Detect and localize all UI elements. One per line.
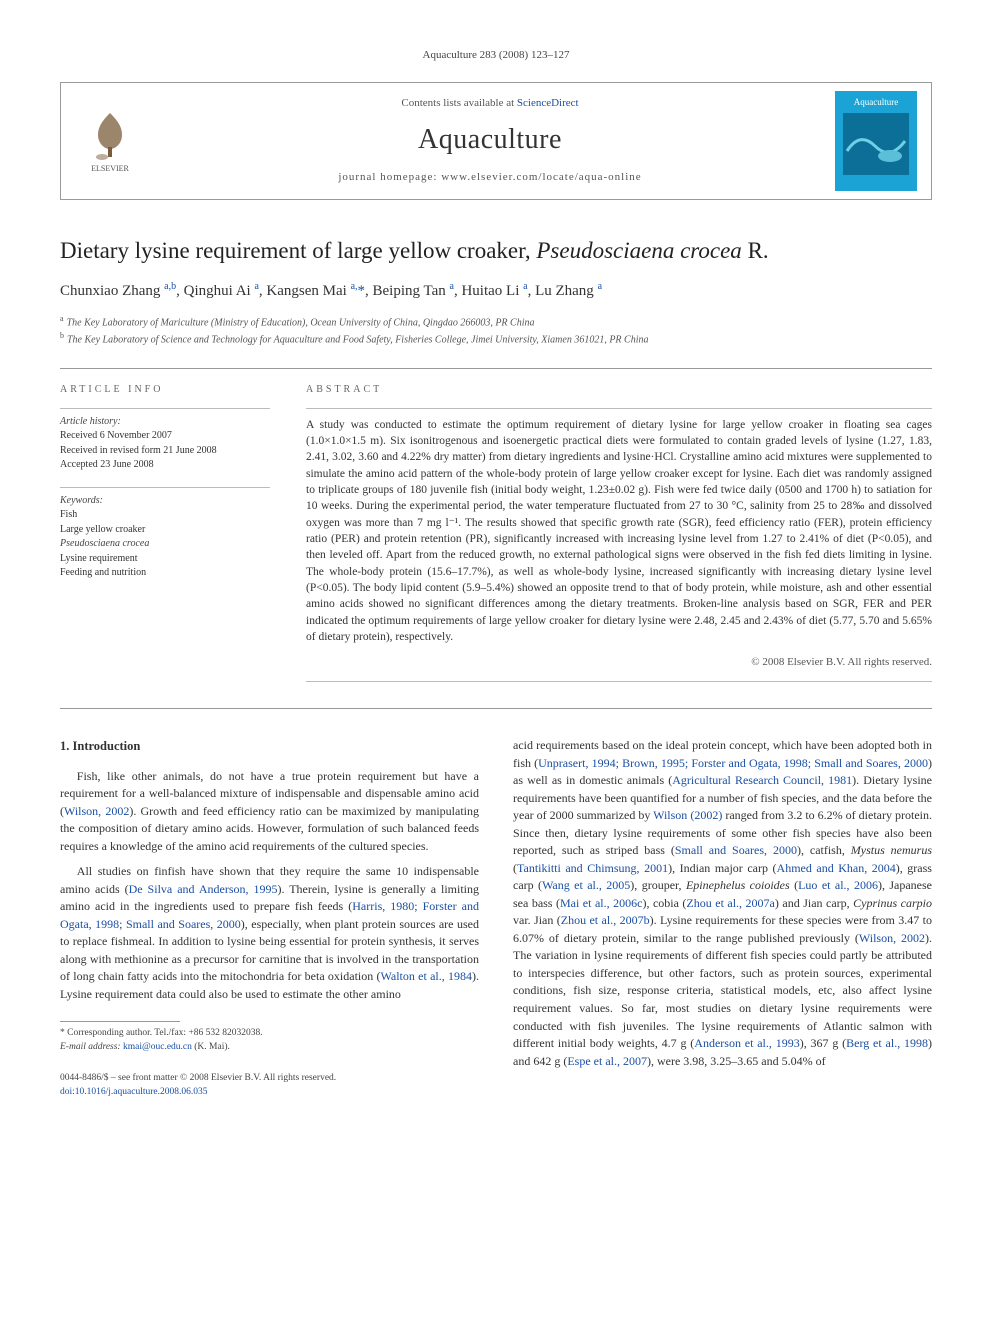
elsevier-logo: ELSEVIER [75, 107, 145, 175]
corresponding-author-footnote: * Corresponding author. Tel./fax: +86 53… [60, 1027, 479, 1054]
email-link[interactable]: kmai@ouc.edu.cn [123, 1042, 192, 1052]
journal-reference: Aquaculture 283 (2008) 123–127 [60, 48, 932, 64]
body-column-left: 1. Introduction Fish, like other animals… [60, 737, 479, 1099]
article-info-column: ARTICLE INFO Article history: Received 6… [60, 383, 270, 682]
journal-homepage: journal homepage: www.elsevier.com/locat… [145, 170, 835, 186]
article-history: Article history: Received 6 November 200… [60, 408, 270, 473]
footnote-divider [60, 1021, 180, 1022]
footer-copyright: 0044-8486/$ – see front matter © 2008 El… [60, 1072, 479, 1100]
abstract-label: ABSTRACT [306, 383, 932, 398]
abstract-text: A study was conducted to estimate the op… [306, 417, 932, 646]
elsevier-tree-icon [82, 107, 138, 163]
contents-line: Contents lists available at ScienceDirec… [145, 96, 835, 112]
body-paragraph: Fish, like other animals, do not have a … [60, 768, 479, 856]
section-heading: 1. Introduction [60, 737, 479, 755]
copyright: © 2008 Elsevier B.V. All rights reserved… [306, 655, 932, 671]
abstract-column: ABSTRACT A study was conducted to estima… [306, 383, 932, 682]
body-column-right: acid requirements based on the ideal pro… [513, 737, 932, 1099]
keywords: Keywords: Fish Large yellow croaker Pseu… [60, 487, 270, 581]
journal-header: ELSEVIER Contents lists available at Sci… [60, 82, 932, 200]
journal-title: Aquaculture [145, 120, 835, 161]
sciencedirect-link[interactable]: ScienceDirect [517, 97, 579, 109]
doi-link[interactable]: doi:10.1016/j.aquaculture.2008.06.035 [60, 1087, 208, 1097]
elsevier-label: ELSEVIER [91, 163, 129, 175]
authors-line: Chunxiao Zhang a,b, Qinghui Ai a, Kangse… [60, 280, 932, 303]
article-info-label: ARTICLE INFO [60, 383, 270, 398]
svg-text:Aquaculture: Aquaculture [854, 97, 898, 107]
body-paragraph: All studies on finfish have shown that t… [60, 863, 479, 1003]
article-title: Dietary lysine requirement of large yell… [60, 236, 932, 266]
journal-cover-thumb: Aquaculture [835, 91, 917, 191]
affiliations: aThe Key Laboratory of Mariculture (Mini… [60, 313, 932, 349]
body-paragraph: acid requirements based on the ideal pro… [513, 737, 932, 1070]
